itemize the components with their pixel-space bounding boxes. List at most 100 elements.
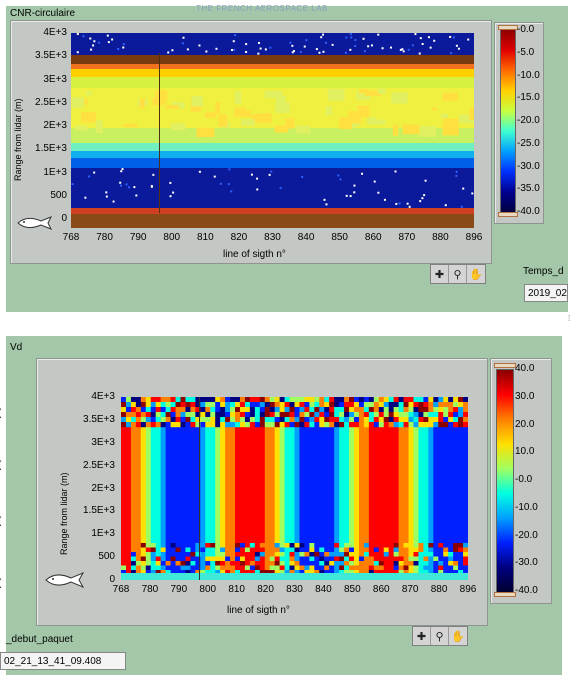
vd-speckle — [299, 417, 305, 423]
vd-speckle — [383, 407, 390, 413]
vd-speckle — [230, 417, 236, 423]
vd-speckle — [289, 565, 295, 571]
temps-value-field[interactable]: 2019_02_ — [524, 284, 568, 302]
vd-speckle — [180, 556, 186, 562]
vd-speckle — [339, 407, 345, 413]
debut-paquet-value-field[interactable]: 02_21_13_41_09.408 — [0, 652, 126, 670]
vd-speckle — [319, 402, 325, 408]
vd-speckle — [249, 543, 256, 548]
cursor-tool-icon[interactable]: ✚ — [431, 265, 449, 283]
vd-speckle — [140, 561, 147, 566]
vd-colorbar[interactable] — [496, 369, 514, 593]
vd-speckle — [264, 402, 271, 408]
vd-speckle — [408, 397, 414, 403]
vd-speckle — [249, 402, 256, 408]
colorbar-min-handle[interactable] — [494, 592, 516, 597]
vd-speckle — [145, 547, 152, 553]
vd-intensity-plot[interactable] — [121, 397, 468, 580]
vd-speckle — [264, 412, 271, 418]
vd-speckle — [428, 561, 434, 566]
cnr-speckle — [345, 194, 348, 197]
pan-hand-icon[interactable]: ✋ — [469, 268, 483, 281]
vd-speckle — [274, 417, 281, 423]
x-tick-label: 820 — [230, 232, 248, 243]
vd-speckle — [284, 547, 291, 553]
vd-speckle — [180, 417, 186, 423]
vd-speckle — [230, 561, 236, 566]
pan-hand-icon[interactable]: ✋ — [451, 630, 465, 643]
colorbar-tick-label: -40.0 — [517, 206, 540, 217]
vd-speckle — [324, 552, 330, 557]
cnr-texture — [285, 118, 295, 129]
vd-speckle — [239, 570, 246, 575]
vd-speckle — [428, 412, 434, 418]
vd-speckle — [160, 543, 167, 548]
vd-speckle — [121, 565, 127, 571]
vd-speckle — [418, 417, 424, 423]
cnr-band — [71, 69, 474, 77]
vd-speckle — [299, 561, 305, 566]
cnr-texture — [339, 117, 352, 130]
vd-speckle — [249, 547, 256, 553]
cnr-texture — [81, 112, 96, 123]
vd-speckle — [408, 556, 414, 562]
vd-speckle — [319, 570, 325, 575]
cnr-speckle — [383, 198, 386, 201]
vd-speckle — [448, 547, 454, 553]
colorbar-tick-label: -30.0 — [515, 557, 538, 569]
cnr-intensity-plot[interactable] — [71, 33, 474, 228]
vd-speckle — [135, 565, 142, 571]
vd-speckle — [398, 407, 405, 413]
vd-speckle — [344, 397, 350, 403]
vd-speckle — [190, 417, 196, 423]
zoom-tool-icon[interactable]: ⚲ — [431, 627, 449, 645]
colorbar-min-handle[interactable] — [498, 212, 518, 217]
cnr-speckle — [433, 39, 436, 42]
vd-speckle — [349, 422, 355, 428]
vd-speckle — [368, 417, 375, 423]
vd-speckle — [398, 412, 405, 418]
colorbar-max-handle[interactable] — [494, 363, 516, 368]
vd-speckle — [294, 402, 300, 408]
vd-speckle — [225, 556, 231, 562]
vd-speckle — [368, 412, 375, 418]
cnr-texture — [469, 107, 474, 121]
vd-speckle — [443, 561, 449, 566]
vd-speckle — [294, 565, 300, 571]
cnr-speckle — [107, 41, 110, 44]
vd-speckle — [358, 417, 365, 423]
cnr-colorbar[interactable] — [500, 29, 516, 213]
vd-speckle — [428, 543, 434, 548]
vd-speckle — [254, 543, 261, 548]
cnr-speckle — [322, 50, 325, 53]
scroll-up-icon[interactable]: ⁞ — [568, 314, 571, 323]
vd-speckle — [220, 397, 226, 403]
vd-speckle — [235, 412, 241, 418]
vd-speckle — [413, 547, 419, 553]
vd-speckle — [130, 561, 137, 566]
y-tick-label: 3.5E+3 — [83, 413, 115, 425]
vd-column — [254, 425, 261, 543]
vd-speckle — [125, 422, 132, 428]
vd-speckle — [160, 552, 167, 557]
vd-speckle — [259, 561, 266, 566]
vd-speckle — [254, 417, 261, 423]
vd-speckle — [363, 556, 370, 562]
cnr-speckle — [128, 186, 131, 189]
vd-column — [324, 425, 330, 543]
vd-speckle — [383, 552, 390, 557]
cursor-tool-icon[interactable]: ✚ — [413, 627, 431, 645]
vd-speckle — [130, 412, 137, 418]
cnr-speckle — [256, 188, 259, 191]
vd-speckle — [383, 397, 390, 403]
vd-speckle — [170, 561, 177, 566]
vd-speckle — [383, 561, 390, 566]
cnr-speckle — [407, 48, 410, 51]
vd-speckle — [230, 556, 236, 562]
vd-speckle — [329, 565, 335, 571]
vd-speckle — [165, 402, 172, 408]
colorbar-max-handle[interactable] — [498, 25, 518, 30]
vd-speckle — [448, 543, 454, 548]
zoom-tool-icon[interactable]: ⚲ — [449, 265, 467, 283]
vd-speckle — [339, 397, 345, 403]
